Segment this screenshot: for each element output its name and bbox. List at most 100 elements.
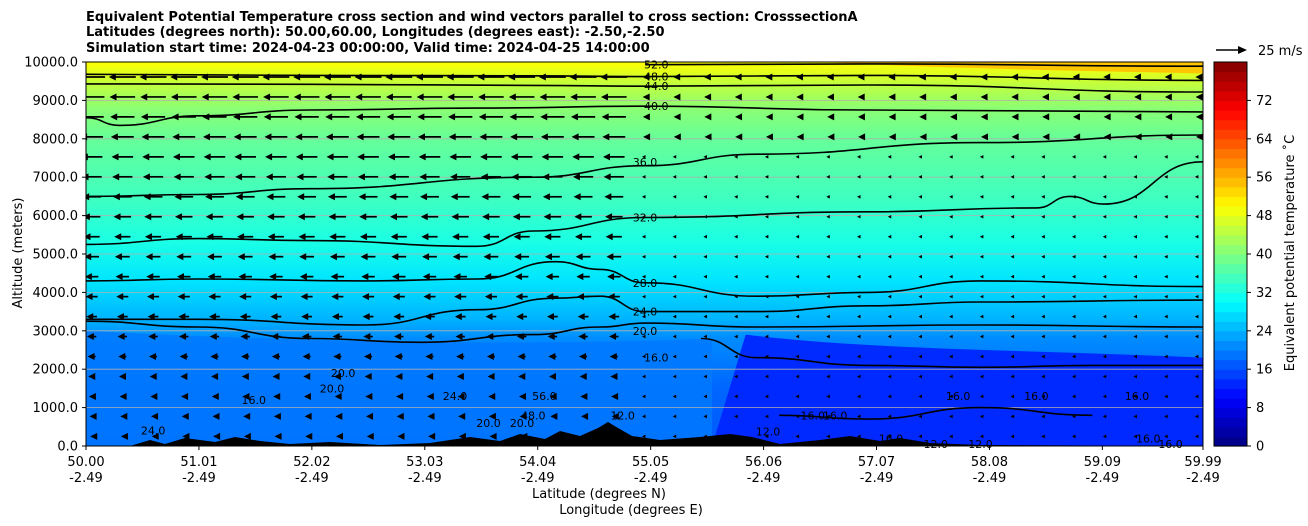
wind-vector <box>795 234 800 239</box>
wind-vector <box>1041 73 1049 81</box>
wind-vector <box>333 353 342 361</box>
wind-vector <box>826 93 834 101</box>
wind-vector <box>303 392 311 400</box>
wind-vector <box>359 233 377 241</box>
contour-line <box>86 105 1203 127</box>
colorbar-tick-label: 32 <box>1256 286 1273 301</box>
wind-vector <box>1041 414 1045 419</box>
wind-vector <box>1164 274 1168 279</box>
wind-vector <box>918 434 922 439</box>
wind-vector <box>265 173 287 181</box>
wind-vector <box>1133 73 1141 81</box>
wind-vector <box>1164 194 1168 199</box>
wind-vector <box>170 73 198 81</box>
wind-vector <box>269 293 282 301</box>
x-tick-label-lat: 54.04 <box>519 455 556 470</box>
wind-vector <box>547 333 558 341</box>
wind-vector <box>420 193 439 201</box>
wind-vector <box>826 314 830 319</box>
wind-vector <box>385 93 412 101</box>
wind-vector <box>1102 214 1107 219</box>
colorbar-band <box>1214 177 1247 188</box>
wind-vector <box>394 353 403 361</box>
wind-vector <box>765 73 773 81</box>
wind-vector <box>949 434 953 439</box>
wind-vector <box>888 133 896 141</box>
wind-vector <box>887 334 892 339</box>
wind-vector <box>175 233 192 241</box>
x-tick-label-lon: -2.49 <box>634 471 668 486</box>
wind-vector <box>1102 434 1107 439</box>
wind-vector <box>1072 334 1076 339</box>
wind-vector <box>86 213 101 221</box>
wind-vector <box>299 253 315 261</box>
contour-label: 40.0 <box>644 100 669 113</box>
wind-vector <box>295 133 319 141</box>
colorbar-label: Equivalent potential temperature ˚C <box>1282 135 1298 371</box>
wind-vector <box>90 432 98 440</box>
wind-vector <box>918 274 922 279</box>
wind-vector <box>980 93 988 101</box>
wind-vector <box>508 73 536 81</box>
wind-vector <box>1195 93 1203 101</box>
wind-vector <box>980 113 988 121</box>
wind-vector <box>608 313 620 321</box>
wind-vector <box>672 434 677 439</box>
colorbar-band <box>1214 225 1247 236</box>
wind-vector <box>263 113 289 121</box>
wind-vector <box>301 313 312 321</box>
wind-vector <box>888 93 896 101</box>
wind-vector <box>510 133 534 141</box>
colorbar-band <box>1214 158 1247 169</box>
wind-vector <box>611 392 619 400</box>
wind-vector <box>1164 294 1168 299</box>
wind-vector <box>545 273 560 281</box>
wind-vector <box>267 213 285 221</box>
wind-vector <box>1102 354 1107 359</box>
wind-vector <box>796 93 804 101</box>
colorbar-band <box>1214 206 1247 217</box>
wind-vector <box>600 73 628 81</box>
wind-vector <box>1133 394 1137 399</box>
wind-vector <box>420 213 439 221</box>
wind-vector <box>211 372 219 380</box>
x-tick-label-lat: 51.01 <box>180 455 217 470</box>
wind-vector <box>1011 73 1019 81</box>
wind-vector <box>979 394 984 399</box>
terrain-silhouette <box>86 422 1203 446</box>
wind-vector <box>949 175 953 179</box>
wind-vector <box>273 392 281 400</box>
contour-label: 32.0 <box>633 212 658 225</box>
wind-vector <box>857 434 861 439</box>
wind-vector <box>857 394 861 399</box>
wind-vector <box>1041 394 1045 399</box>
wind-vector <box>1134 93 1142 101</box>
wind-vector <box>237 253 253 261</box>
wind-vector <box>887 414 892 419</box>
wind-vector <box>1164 254 1168 259</box>
wind-vector <box>887 254 892 259</box>
quiver-key-label: 25 m/s <box>1258 44 1303 59</box>
wind-vector <box>484 293 497 301</box>
wind-vector <box>1102 374 1107 379</box>
wind-vector <box>734 155 738 159</box>
wind-vector <box>511 173 532 181</box>
wind-vector <box>1073 133 1081 141</box>
y-tick-label: 1000.0 <box>33 401 79 416</box>
wind-vector <box>826 274 830 279</box>
wind-vector <box>146 273 160 281</box>
colorbar-band <box>1214 186 1247 197</box>
wind-vector <box>857 254 861 259</box>
wind-vector <box>454 293 467 301</box>
wind-vector <box>734 234 738 239</box>
contour-line <box>86 134 1203 198</box>
wind-vector <box>1133 155 1137 159</box>
wind-vector <box>1102 155 1107 159</box>
colorbar-band <box>1214 62 1247 73</box>
wind-vector <box>703 234 707 239</box>
wind-vector <box>540 113 565 121</box>
wind-vector <box>1010 194 1015 199</box>
colorbar-band <box>1214 148 1247 159</box>
colorbar-band <box>1214 100 1247 111</box>
wind-vector <box>979 354 984 359</box>
